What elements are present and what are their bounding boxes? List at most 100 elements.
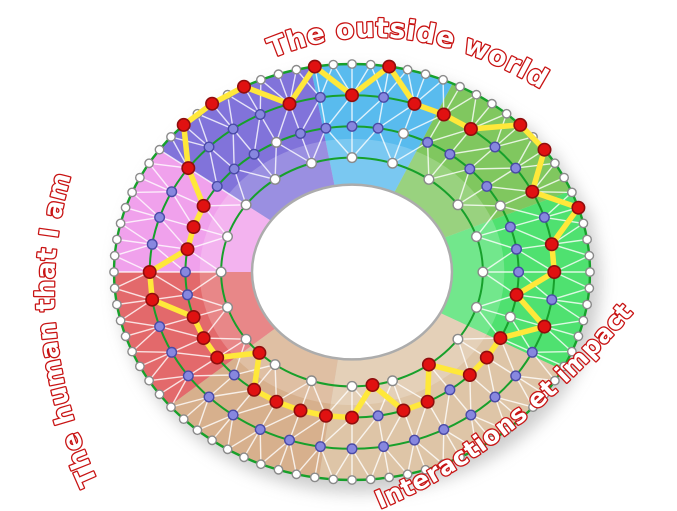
node-ring3 xyxy=(504,311,516,323)
node-ring3 xyxy=(444,148,456,160)
node-ring2 xyxy=(510,370,522,382)
mesh-edge xyxy=(125,325,160,337)
node-outer xyxy=(109,267,119,277)
node-ring2 xyxy=(203,141,215,153)
mesh-edge xyxy=(532,350,572,353)
node-ring2 xyxy=(154,321,166,333)
score-node xyxy=(205,96,220,111)
mesh-edge xyxy=(319,64,334,98)
node-outer xyxy=(109,250,120,261)
mesh-edge xyxy=(203,204,247,207)
mesh-edge xyxy=(253,114,261,155)
node-outer xyxy=(347,59,357,69)
mesh-edge xyxy=(232,128,235,170)
score-node xyxy=(365,377,380,392)
mesh-edge xyxy=(226,414,234,450)
mesh-edge xyxy=(551,287,590,301)
score-node xyxy=(186,309,201,324)
mesh-edge xyxy=(370,64,385,98)
node-ring2 xyxy=(254,424,266,436)
mesh-edge xyxy=(276,141,312,164)
mesh-edge xyxy=(226,94,234,130)
node-ring2 xyxy=(378,441,390,453)
node-outer xyxy=(550,158,560,169)
score-node xyxy=(420,394,435,409)
node-outer xyxy=(402,469,413,480)
mesh-edge xyxy=(476,226,511,238)
mesh-edge xyxy=(232,401,277,416)
node-outer xyxy=(144,158,155,169)
score-node xyxy=(479,350,494,365)
node-ring2 xyxy=(182,370,194,382)
node-ring4 xyxy=(477,266,489,278)
mesh-edge xyxy=(170,396,210,408)
mesh-edge xyxy=(188,374,235,377)
node-ring2 xyxy=(465,409,477,421)
node-ring4 xyxy=(346,152,358,164)
node-outer xyxy=(501,108,512,119)
node-ring4 xyxy=(306,375,318,387)
score-node xyxy=(513,117,528,132)
mesh-edge xyxy=(227,94,261,116)
mesh-edge xyxy=(149,375,189,382)
mesh-edge xyxy=(120,216,160,225)
mesh-edge xyxy=(208,146,218,187)
mesh-edge xyxy=(383,69,409,98)
node-ring3 xyxy=(494,200,506,212)
score-node xyxy=(318,408,333,423)
node-ring3 xyxy=(346,120,358,132)
mesh-edge xyxy=(476,306,511,318)
mesh-edge xyxy=(295,69,321,98)
score-node xyxy=(237,79,252,94)
mesh-edge xyxy=(457,337,501,340)
node-ring4 xyxy=(387,375,399,387)
node-outer xyxy=(207,435,218,446)
mesh-edge xyxy=(139,351,172,368)
node-outer xyxy=(582,234,592,245)
score-node xyxy=(525,184,540,199)
mesh-edge xyxy=(171,351,218,359)
mesh-edge xyxy=(351,415,379,450)
mesh-edge xyxy=(259,409,301,431)
mesh-edge xyxy=(457,185,488,206)
score-node xyxy=(537,142,552,157)
mesh-edge xyxy=(494,113,508,148)
node-outer xyxy=(273,464,284,475)
mesh-edge xyxy=(208,146,235,170)
node-outer xyxy=(578,218,589,229)
mesh-edge xyxy=(299,97,322,134)
node-ring3 xyxy=(422,136,434,148)
mesh-edge xyxy=(457,204,501,207)
mesh-edge xyxy=(515,136,534,169)
mesh-edge xyxy=(197,414,234,431)
node-outer xyxy=(455,81,465,92)
mesh-edge xyxy=(482,248,517,273)
mesh-edge xyxy=(392,141,428,164)
node-outer xyxy=(192,425,203,436)
node-ring2 xyxy=(346,443,358,455)
node-outer xyxy=(178,414,189,424)
score-node xyxy=(544,237,559,252)
score-node xyxy=(210,350,225,365)
node-ring4 xyxy=(387,157,399,169)
mesh-edge xyxy=(131,326,161,353)
node-ring4 xyxy=(215,266,227,278)
node-outer xyxy=(273,69,284,80)
score-node xyxy=(269,394,284,409)
mesh-edge xyxy=(551,299,584,322)
node-outer xyxy=(420,464,431,475)
mesh-edge xyxy=(403,113,445,135)
node-outer xyxy=(109,283,120,294)
node-ring4 xyxy=(240,333,252,345)
mesh-edge xyxy=(120,319,160,328)
mesh-edge xyxy=(131,191,161,218)
node-outer xyxy=(567,187,577,198)
score-node xyxy=(196,331,211,346)
node-ring2 xyxy=(314,441,326,453)
node-outer xyxy=(120,331,131,342)
node-outer xyxy=(486,98,497,109)
node-outer xyxy=(402,64,413,75)
mesh-edge xyxy=(274,142,278,180)
mesh-edge xyxy=(170,136,210,148)
